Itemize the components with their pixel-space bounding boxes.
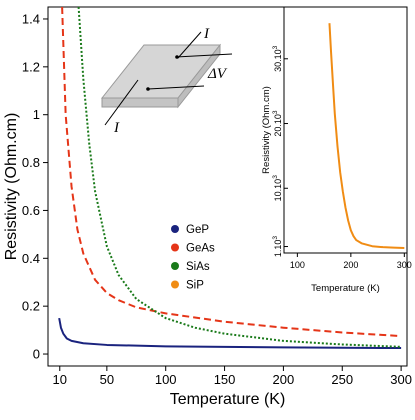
inset-y-tick-exponent: 3	[272, 45, 279, 49]
inset-y-tick-exponent: 3	[272, 175, 279, 179]
legend-label-gep: GeP	[186, 224, 209, 236]
sample-front-face	[101, 97, 179, 108]
y-tick-label: 0.8	[22, 155, 40, 170]
inset-y-tick-label: 20.103	[272, 110, 283, 137]
legend-marker-sias	[171, 262, 179, 270]
inset-x-axis-label: Temperature (K)	[311, 283, 380, 294]
legend-marker-geas	[171, 243, 179, 252]
x-tick-label: 200	[273, 372, 295, 387]
inset-y-tick-label: 1.103	[272, 236, 283, 258]
inset-y-tick-label: 10.103	[272, 175, 283, 202]
legend-marker-gep	[171, 225, 179, 233]
contact-point-bottom	[146, 87, 150, 91]
current-label-bottom: I	[113, 120, 120, 136]
y-tick-label: 1.4	[22, 11, 40, 26]
current-lead-bottom	[104, 79, 139, 126]
x-tick-label: 50	[100, 372, 114, 387]
contact-point-top	[175, 55, 179, 59]
main-plot: 10 50 100 150 200 250 300 0 0.2 0.4 0.6 0.8 1 1.2 1.4 T…	[3, 6, 412, 408]
main-series-group	[58, 7, 402, 350]
inset-x-tick-label: 100	[290, 260, 305, 270]
series-line-geas	[61, 7, 402, 338]
inset-y-tick-label: 30.103	[272, 45, 283, 72]
legend-label-sias: SiAs	[186, 261, 210, 273]
x-tick-label: 300	[390, 372, 412, 387]
y-tick-label: 0	[33, 347, 40, 362]
x-tick-label: 10	[53, 372, 67, 387]
inset-x-tick-label: 300	[397, 260, 412, 270]
inset-plot: 100 200 300 1.103 10.103 20.103 30.103 Temperat…	[261, 6, 412, 294]
y-tick-label: 0.4	[22, 251, 40, 266]
voltage-lead-bottom	[147, 85, 205, 90]
sample-side-face	[177, 43, 221, 109]
series-line-gep	[58, 317, 402, 350]
x-tick-label: 100	[155, 372, 177, 387]
inset-y-tick-exponent: 3	[272, 110, 279, 114]
inset-y-tick-exponent: 3	[272, 236, 279, 240]
series-line-sias	[77, 7, 402, 348]
current-label-top: I	[203, 26, 210, 42]
x-tick-label: 150	[214, 372, 236, 387]
y-tick-label: 1	[33, 107, 40, 122]
y-tick-label: 0.2	[22, 299, 40, 314]
inset-y-axis-label: Resistivity (Ohm.cm)	[261, 86, 272, 174]
voltage-label: ΔV	[207, 66, 228, 82]
y-axis-label: Resistivity (Ohm.cm)	[3, 113, 20, 261]
sample-diagram: I I ΔV	[100, 26, 233, 136]
voltage-lead-top	[175, 53, 233, 58]
x-axis-label: Temperature (K)	[170, 391, 286, 408]
inset-frame	[283, 6, 408, 254]
legend-marker-sip	[171, 280, 179, 289]
x-tick-label: 250	[331, 372, 353, 387]
y-tick-label: 0.6	[22, 203, 40, 218]
legend-label-geas: GeAs	[186, 243, 215, 255]
series-line-sip	[328, 23, 405, 249]
current-lead-top	[177, 31, 202, 59]
inset-x-tick-label: 200	[343, 260, 358, 270]
legend: GeP GeAs SiAs SiP	[171, 224, 215, 292]
legend-label-sip: SiP	[186, 280, 204, 292]
y-tick-label: 1.2	[22, 59, 40, 74]
